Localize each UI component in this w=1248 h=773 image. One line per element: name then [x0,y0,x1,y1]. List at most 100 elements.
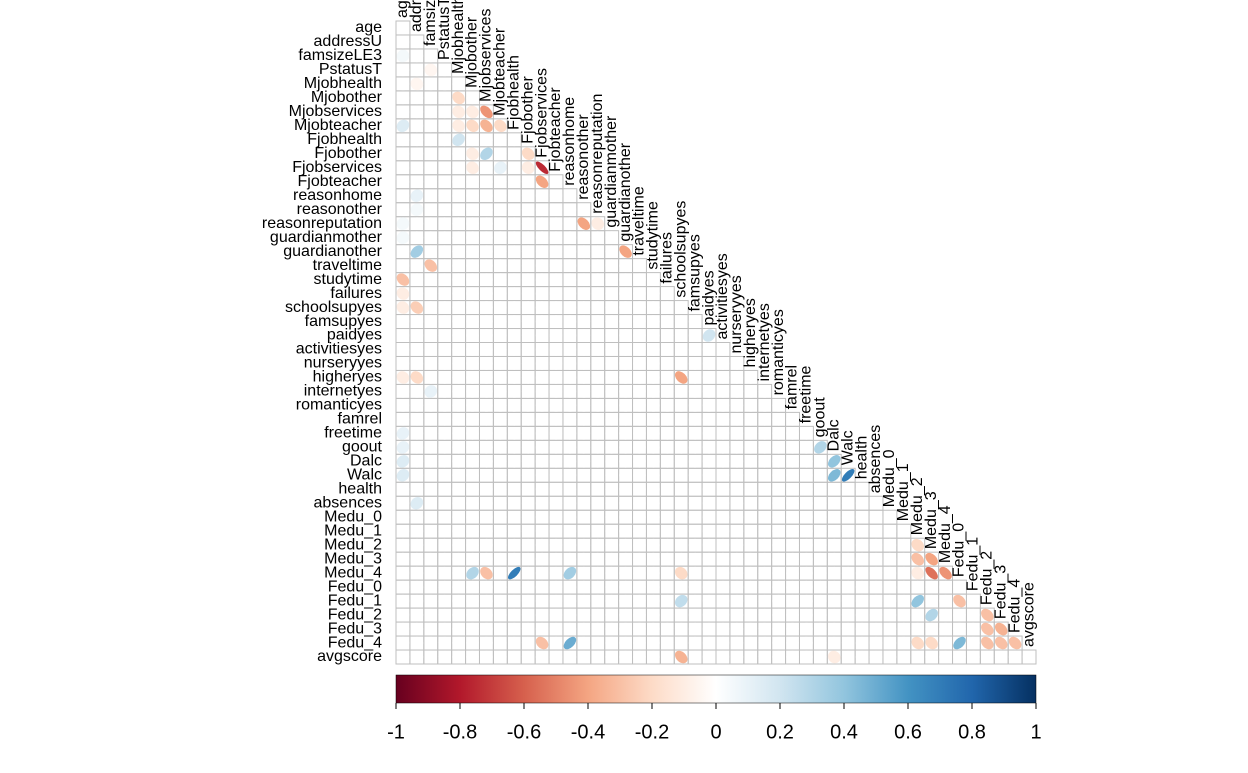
corr-ellipse [661,636,674,650]
corr-ellipse [786,427,799,440]
corr-ellipse [508,580,521,594]
colorbar-tick-label: -1 [387,721,405,743]
corr-ellipse [772,538,785,552]
corr-ellipse [883,622,897,636]
corr-ellipse [466,231,479,244]
corr-ellipse [688,580,702,594]
corr-ellipse [535,650,549,664]
corr-ellipse [480,455,493,468]
corr-ellipse [508,566,521,580]
corr-ellipse [410,496,424,510]
corr-ellipse [466,594,479,608]
corr-ellipse [535,469,549,482]
corr-ellipse [466,538,479,552]
corr-ellipse [591,329,605,342]
corr-ellipse [855,496,869,510]
column-label: health [853,436,870,480]
corr-ellipse [744,483,758,496]
row-label: paidyes [327,327,382,344]
corr-ellipse [521,161,535,175]
corr-ellipse [410,259,424,272]
corr-ellipse [424,455,438,468]
corr-ellipse [633,524,646,538]
corr-ellipse [633,273,646,286]
corr-ellipse [619,287,632,300]
corr-ellipse [661,524,674,538]
corr-ellipse [647,552,660,566]
corr-ellipse [605,371,618,384]
corr-ellipse [535,189,549,202]
corr-ellipse [521,301,535,314]
corr-ellipse [619,566,632,580]
corr-ellipse [466,301,479,314]
corr-ellipse [772,441,785,454]
corr-ellipse [591,580,605,594]
corr-ellipse [480,287,493,300]
corr-ellipse [897,622,911,636]
corr-ellipse [494,496,507,510]
row-label: Fjobhealth [307,131,382,148]
corr-ellipse [521,273,535,286]
column-label: Fedu_0 [951,523,968,577]
corr-ellipse [438,510,451,524]
corr-ellipse [633,371,646,384]
corr-ellipse [508,175,521,189]
corr-ellipse [716,622,730,636]
corr-ellipse [466,552,479,566]
corr-ellipse [841,594,855,608]
corr-ellipse [396,259,410,272]
corr-ellipse [855,608,869,622]
corr-ellipse [661,315,674,328]
corr-ellipse [535,455,549,468]
column-label: famsizeLE3 [422,0,439,46]
corr-ellipse [563,510,577,524]
corr-ellipse [772,636,785,650]
corr-ellipse [939,622,952,636]
corr-ellipse [438,483,451,496]
corr-ellipse [563,357,577,370]
corr-ellipse [591,636,605,650]
corr-ellipse [438,63,451,77]
corr-ellipse [396,566,410,580]
corr-ellipse [674,510,688,524]
corr-ellipse [438,133,451,147]
corr-ellipse [438,343,451,356]
column-label: Medu_1 [895,463,912,521]
corr-ellipse [396,510,410,524]
corr-ellipse [452,133,465,147]
corr-ellipse [633,315,646,328]
corr-ellipse [716,594,730,608]
row-label: Dalc [350,453,382,470]
corr-ellipse [744,385,758,398]
corr-ellipse [744,580,758,594]
corr-ellipse [494,217,507,230]
corr-ellipse [925,622,938,636]
corr-ellipse [688,357,702,370]
corr-ellipse [619,483,632,496]
corr-ellipse [647,496,660,510]
corr-ellipse [855,552,869,566]
corr-ellipse [466,608,479,622]
corr-ellipse [772,469,785,482]
corr-ellipse [410,580,424,594]
corr-ellipse [744,636,758,650]
corr-ellipse [410,203,424,216]
corr-ellipse [633,441,646,454]
corr-ellipse [577,399,591,412]
column-label: paidyes [700,270,717,325]
corr-ellipse [619,538,632,552]
corr-ellipse [410,552,424,566]
corr-ellipse [619,315,632,328]
corr-ellipse [619,357,632,370]
corr-ellipse [828,496,841,510]
corr-ellipse [535,538,549,552]
corr-ellipse [424,441,438,454]
corr-ellipse [480,133,493,147]
corr-ellipse [674,622,688,636]
corr-ellipse [730,427,744,440]
corr-ellipse [744,524,758,538]
corr-ellipse [494,329,507,342]
corr-ellipse [549,594,563,608]
corr-ellipse [438,315,451,328]
corr-ellipse [674,399,688,412]
